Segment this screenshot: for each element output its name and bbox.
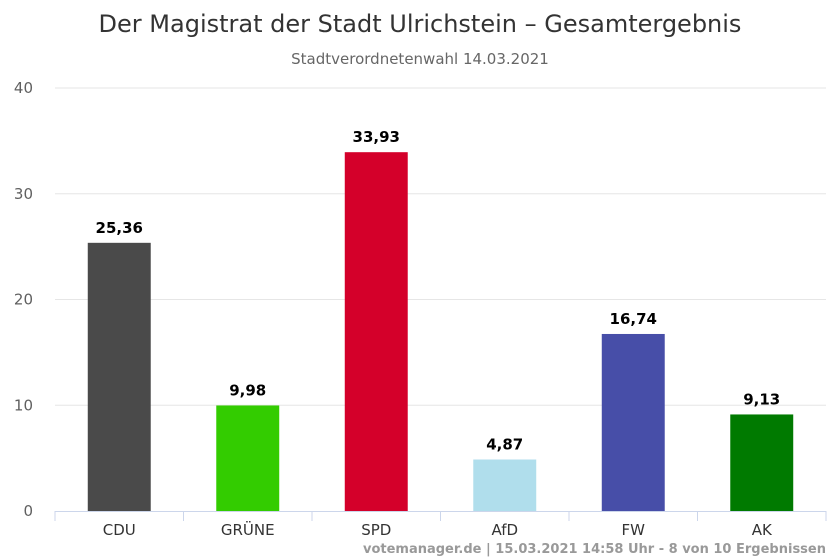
x-tick-label: AfD (491, 521, 518, 539)
bar-fw[interactable] (601, 333, 665, 511)
data-label: 9,13 (743, 390, 780, 408)
bars (87, 152, 794, 511)
bar-grüne[interactable] (216, 405, 280, 511)
x-tick-label: SPD (361, 521, 391, 539)
y-tick-label: 0 (23, 502, 33, 520)
data-label: 9,98 (229, 381, 266, 399)
x-tick-label: GRÜNE (221, 520, 275, 539)
y-tick-label: 30 (14, 185, 33, 203)
x-tick-label: CDU (103, 521, 136, 539)
chart-credit[interactable]: votemanager.de | 15.03.2021 14:58 Uhr - … (363, 542, 826, 557)
bar-ak[interactable] (730, 414, 794, 511)
y-tick-label: 40 (14, 79, 33, 97)
y-tick-label: 10 (14, 396, 33, 414)
chart-subtitle: Stadtverordnetenwahl 14.03.2021 (291, 50, 549, 68)
chart-title: Der Magistrat der Stadt Ulrichstein – Ge… (99, 10, 742, 38)
x-tick-label: FW (622, 521, 646, 539)
bar-cdu[interactable] (87, 242, 151, 511)
grid-lines (55, 87, 826, 512)
bar-afd[interactable] (473, 459, 537, 511)
data-label: 4,87 (486, 435, 523, 453)
y-axis-ticks: 0 10 20 30 40 (14, 79, 33, 520)
x-axis-ticks: CDU GRÜNE SPD AfD FW AK (54, 511, 827, 539)
data-labels: 25,36 9,98 33,93 4,87 16,74 9,13 (96, 128, 781, 453)
data-label: 25,36 (96, 219, 143, 237)
data-label: 33,93 (353, 128, 400, 146)
data-label: 16,74 (610, 310, 657, 328)
y-tick-label: 20 (14, 291, 33, 309)
x-tick-label: AK (752, 521, 773, 539)
bar-spd[interactable] (344, 152, 408, 511)
